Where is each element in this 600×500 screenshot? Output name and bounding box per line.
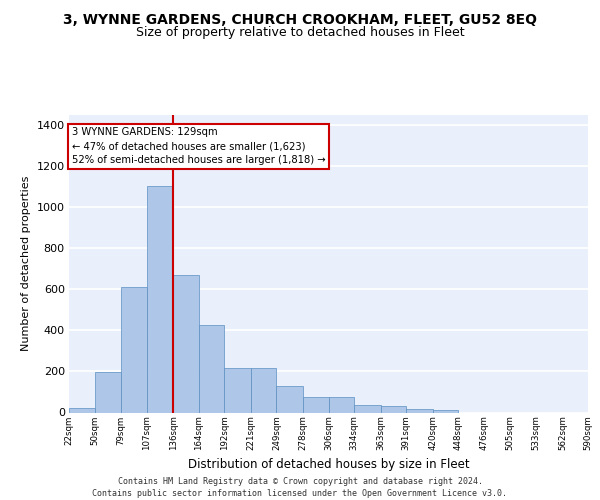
Bar	[146, 186, 173, 412]
Bar	[173, 275, 199, 412]
Text: 3 WYNNE GARDENS: 129sqm
← 47% of detached houses are smaller (1,623)
52% of semi: 3 WYNNE GARDENS: 129sqm ← 47% of detache…	[72, 128, 325, 166]
Bar	[121, 288, 146, 412]
Bar	[329, 397, 354, 412]
Bar	[380, 406, 406, 412]
Bar	[303, 397, 329, 412]
Bar	[251, 368, 277, 412]
Y-axis label: Number of detached properties: Number of detached properties	[21, 176, 31, 352]
Bar	[199, 326, 224, 412]
Text: 3, WYNNE GARDENS, CHURCH CROOKHAM, FLEET, GU52 8EQ: 3, WYNNE GARDENS, CHURCH CROOKHAM, FLEET…	[63, 12, 537, 26]
Bar	[224, 368, 251, 412]
Text: Contains HM Land Registry data © Crown copyright and database right 2024.
Contai: Contains HM Land Registry data © Crown c…	[92, 476, 508, 498]
Bar	[433, 410, 458, 412]
Bar	[406, 410, 433, 412]
Bar	[95, 372, 121, 412]
Bar	[354, 406, 380, 412]
X-axis label: Distribution of detached houses by size in Fleet: Distribution of detached houses by size …	[188, 458, 469, 471]
Text: Size of property relative to detached houses in Fleet: Size of property relative to detached ho…	[136, 26, 464, 39]
Bar	[277, 386, 303, 412]
Bar	[69, 408, 95, 412]
